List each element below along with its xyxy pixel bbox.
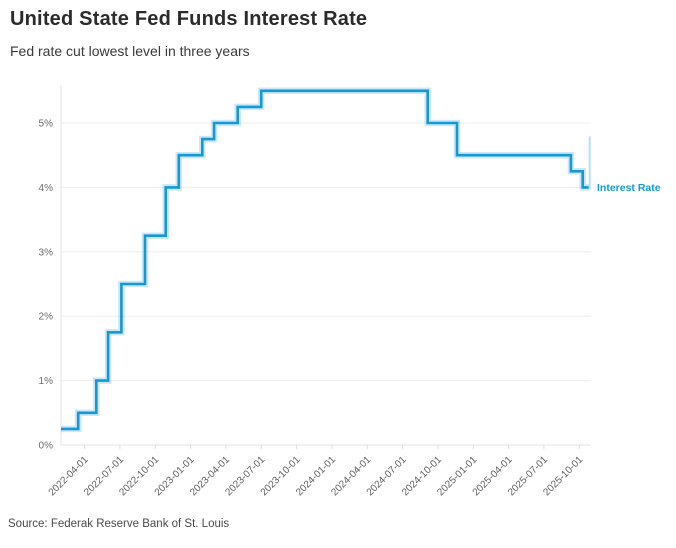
y-axis-labels: 0% 1% 2% 3% 4% 5% — [39, 118, 54, 451]
rate-step-line — [61, 89, 590, 431]
rate-line-halo — [61, 87, 590, 433]
source-note: Source: Federak Reserve Bank of St. Loui… — [8, 518, 230, 530]
y-tick-label: 2% — [39, 312, 54, 323]
page-subtitle: Fed rate cut lowest level in three years — [10, 43, 250, 59]
x-axis-labels: 2022-04-012022-07-012022-10-012023-01-01… — [47, 445, 586, 498]
y-tick-label: 5% — [39, 118, 54, 129]
y-tick-label: 0% — [39, 441, 54, 452]
y-tick-label: 1% — [39, 376, 54, 387]
page-title: United State Fed Funds Interest Rate — [10, 8, 368, 30]
gridlines — [61, 122, 591, 446]
y-tick-label: 4% — [39, 183, 54, 194]
y-tick-label: 3% — [39, 247, 54, 258]
series-label: Interest Rate — [597, 182, 661, 194]
